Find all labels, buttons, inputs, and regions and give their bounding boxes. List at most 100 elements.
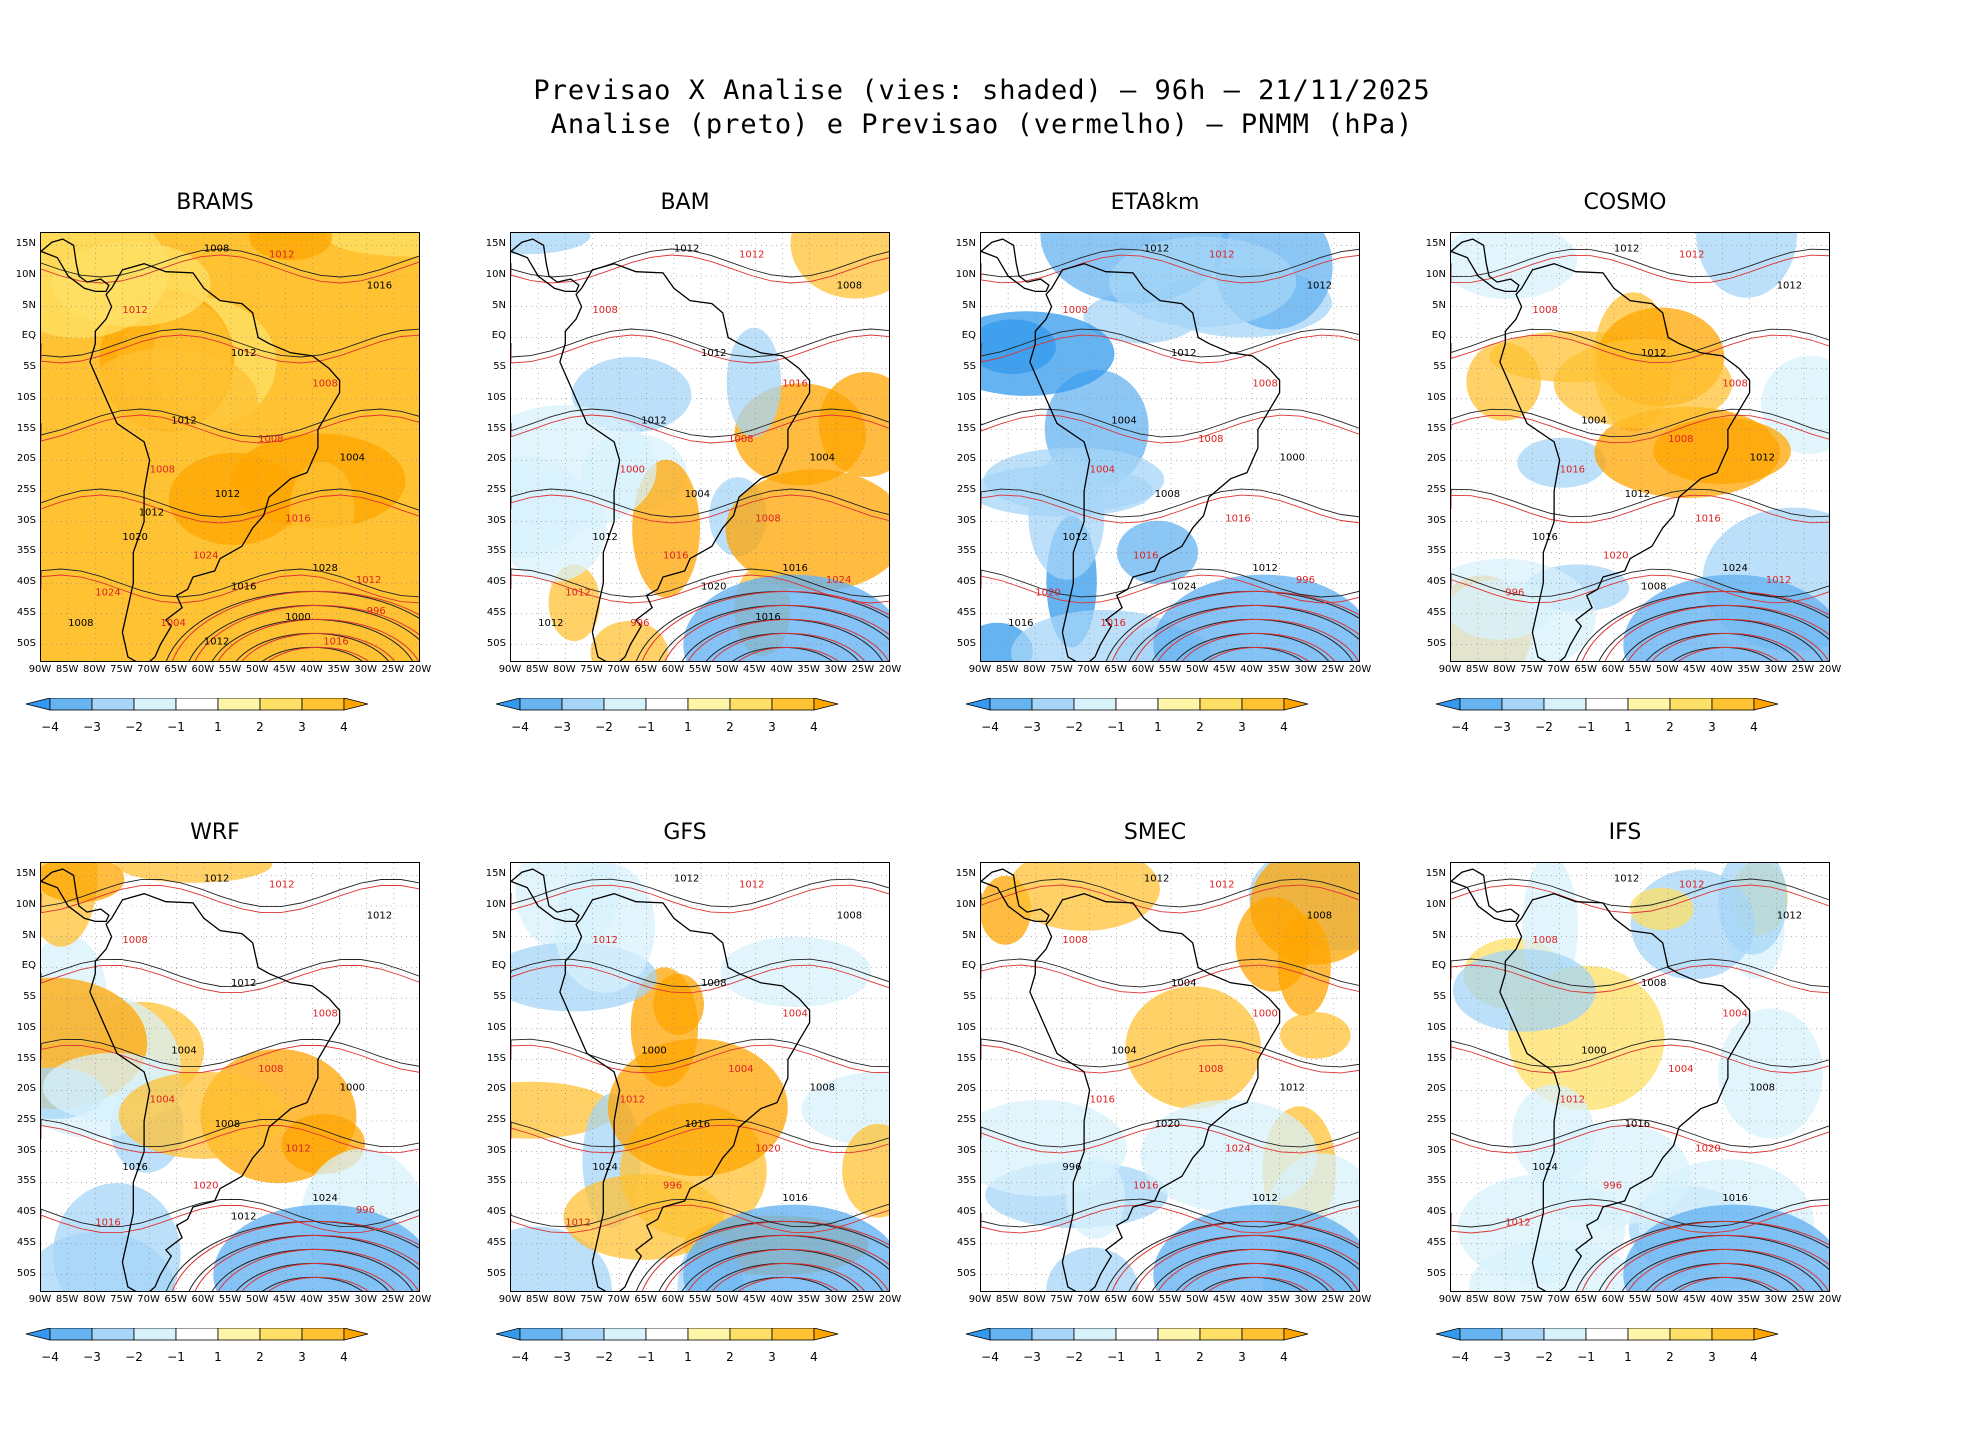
lon-tick-label: 30W [354, 1294, 378, 1305]
forecast-isobar [981, 574, 1359, 604]
south-america-coastline [559, 263, 811, 661]
lon-tick-label: 60W [191, 664, 215, 675]
lat-tick-label: 15S [16, 1052, 36, 1064]
lon-tick-label: 80W [552, 1294, 576, 1305]
lon-tick-label: 90W [968, 664, 992, 675]
analysis-isobar [981, 878, 1359, 908]
colorbar-segment [49, 697, 93, 711]
lon-tick-label: 45W [272, 1294, 296, 1305]
forecast-isobar [1181, 1262, 1336, 1291]
lat-tick-label: 5N [962, 929, 976, 941]
colorbar-label: 4 [810, 720, 818, 734]
forecast-isobar [1134, 1234, 1359, 1291]
lat-tick-label: 5S [23, 991, 36, 1003]
lon-tick-label: 20W [1348, 1294, 1372, 1305]
lat-tick-label: 10S [1426, 1021, 1446, 1033]
isobar-label: 1004 [160, 618, 185, 629]
lon-tick-label: 60W [191, 1294, 215, 1305]
isobar-label: 1020 [1695, 1144, 1720, 1155]
lat-tick-label: 15N [485, 868, 506, 880]
analysis-isobar [981, 328, 1359, 358]
lon-tick-label: 85W [525, 664, 549, 675]
central-america-coastline [41, 868, 110, 923]
colorbar-label: 2 [1666, 1350, 1674, 1364]
lat-tick-label: 15S [956, 422, 976, 434]
panel-title: GFS [663, 820, 707, 845]
bias-shading [632, 459, 700, 598]
isobar-label: 1004 [1668, 1064, 1693, 1075]
colorbar-segment [1753, 697, 1779, 711]
analysis-isobar [981, 408, 1359, 438]
colorbar-segment [1073, 697, 1117, 711]
analysis-isobar [1451, 1038, 1829, 1068]
colorbar-segment [1031, 697, 1075, 711]
analysis-isobar [779, 660, 786, 661]
isobar-label: 1020 [122, 532, 147, 543]
lat-tick-label: 10N [485, 899, 506, 910]
bias-shading [653, 973, 704, 1035]
analysis-isobar [1451, 488, 1829, 518]
lon-tick-label: 25W [851, 1294, 875, 1305]
lon-tick-label: 70W [607, 664, 630, 675]
analysis-isobar [511, 408, 889, 438]
isobar-label: 1012 [592, 532, 617, 543]
lon-tick-label: 90W [1438, 664, 1462, 675]
colorbar-label: −2 [595, 720, 613, 734]
lon-tick-label: 75W [1520, 664, 1543, 675]
isobar-label: 1012 [1679, 250, 1704, 261]
forecast-isobar [981, 1204, 1359, 1234]
colorbar-label: −3 [1023, 720, 1041, 734]
colorbar-label: 2 [256, 720, 264, 734]
bias-shading [511, 404, 657, 531]
colorbar-segment [687, 697, 731, 711]
isobar-label: 996 [1505, 587, 1524, 598]
lon-tick-label: 65W [634, 664, 658, 675]
lat-tick-label: 35S [956, 545, 976, 557]
isobar-label: 1008 [592, 305, 617, 316]
lat-tick-label: 10S [956, 391, 976, 403]
analysis-isobar [1249, 1290, 1256, 1291]
lon-tick-label: 85W [55, 664, 79, 675]
colorbar-segment [1711, 697, 1755, 711]
analysis-isobar [1451, 568, 1829, 598]
forecast-isobar [981, 334, 1359, 364]
lon-tick-label: 25W [1791, 1294, 1815, 1305]
isobar-label: 1012 [1766, 575, 1791, 586]
analysis-isobar [511, 248, 889, 278]
panel-smec: SMEC 15N 10N 5N EQ 5S 10S 15S 20S 25S 30S 35S 40S 45S… [940, 820, 1372, 1410]
lat-tick-label: 50S [1426, 637, 1446, 649]
forecast-isobar [511, 1124, 889, 1154]
latitude-axis: 15N 10N 5N EQ 5S 10S 15S 20S 25S 30S 35S 40S 45S 50S [1410, 232, 1450, 662]
lat-tick-label: EQ [21, 330, 36, 342]
lat-tick-label: 35S [1426, 545, 1446, 557]
forecast-isobar [1604, 1234, 1829, 1291]
isobar-label: 1000 [340, 1082, 365, 1093]
colorbar-segment [1199, 1327, 1243, 1341]
analysis-isobar [981, 1198, 1359, 1228]
lat-tick-label: 10N [1425, 899, 1446, 910]
forecast-isobar [41, 1205, 419, 1234]
forecast-isobar [981, 414, 1359, 444]
colorbar-label: 3 [1708, 720, 1716, 734]
lat-tick-label: 5S [963, 991, 976, 1003]
isobar-label: 1012 [215, 489, 240, 500]
lat-tick-label: 5S [23, 361, 36, 373]
isobar-label: 1012 [269, 880, 294, 891]
lat-tick-label: 15S [956, 1052, 976, 1064]
analysis-isobar [41, 1199, 419, 1228]
isobar-label: 1020 [1603, 551, 1628, 562]
panel-wrf: WRF 15N 10N 5N EQ 5S 10S 15S 20S 25S 30S 35S 40S 45S 5… [0, 820, 432, 1410]
colorbar-label: −3 [1493, 720, 1511, 734]
lat-tick-label: 15S [486, 422, 506, 434]
forecast-isobar [1451, 414, 1829, 444]
isobar-label: 1016 [367, 280, 392, 291]
lat-tick-label: EQ [491, 960, 506, 972]
colorbar-segment [771, 1327, 815, 1341]
lat-tick-label: EQ [491, 330, 506, 342]
forecast-isobar [1451, 1124, 1829, 1154]
panel-cosmo: COSMO 15N 10N 5N EQ 5S 10S 15S 20S 25S 30S 35S 40S 45… [1410, 190, 1842, 780]
colorbar-label: −1 [167, 720, 185, 734]
lon-tick-label: 30W [1764, 1294, 1788, 1305]
lon-tick-label: 80W [82, 1294, 106, 1305]
isobar-label: 1012 [1679, 880, 1704, 891]
